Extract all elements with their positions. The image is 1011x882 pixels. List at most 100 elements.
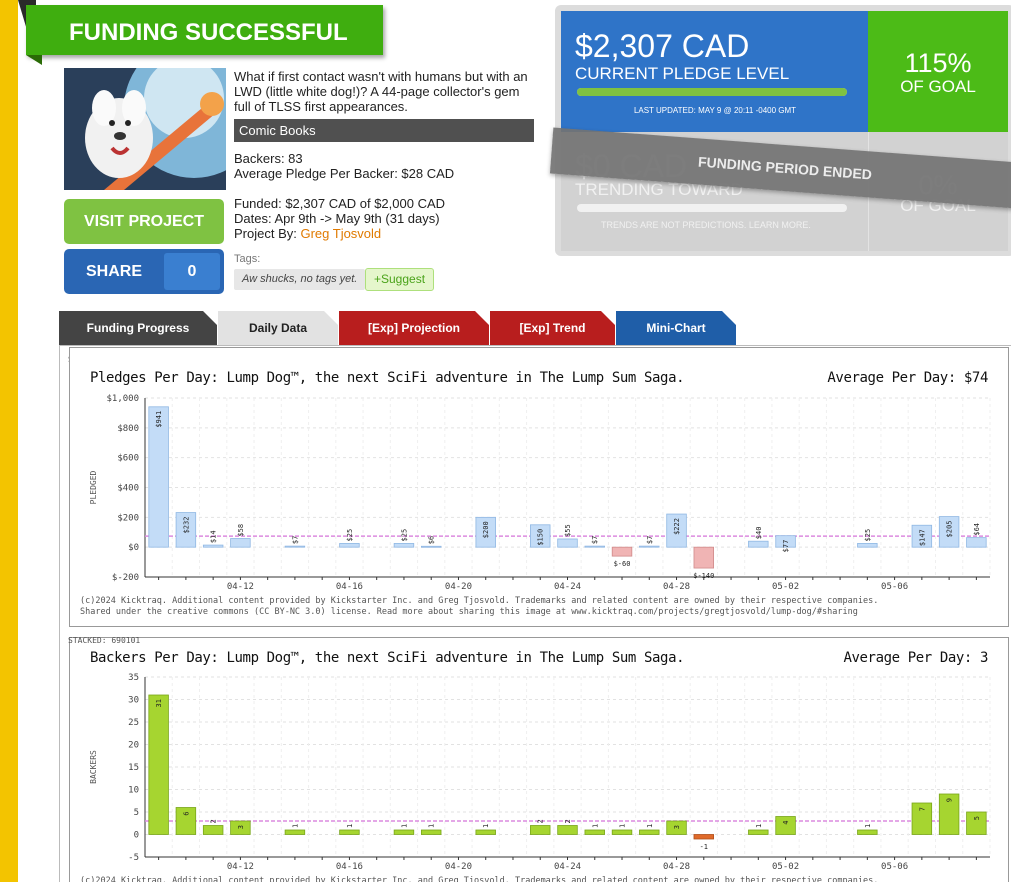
bar (475, 829, 496, 835)
bar-value-label: $200 (482, 521, 490, 538)
chart-copyright: (c)2024 Kicktraq. Additional content pro… (80, 876, 878, 882)
x-tick-label: 05-06 (881, 862, 908, 872)
bar-value-label: 1 (428, 824, 436, 828)
bar-value-label: 1 (591, 824, 599, 828)
bar-value-label: $150 (537, 529, 545, 546)
bar-value-label: 2 (564, 819, 572, 823)
bar-value-label: 3 (673, 825, 681, 829)
category-label[interactable]: Comic Books (234, 119, 534, 142)
bar (938, 516, 960, 548)
bar-value-label: 1 (482, 824, 490, 828)
bar (966, 811, 987, 835)
tab-panel (59, 346, 1011, 882)
bar-value-label: 2 (210, 819, 218, 823)
average-label: Average Per Day: (843, 650, 972, 666)
tab-daily-data[interactable]: Daily Data (218, 311, 338, 346)
bar-value-label: $14 (210, 530, 218, 543)
y-axis-label: PLEDGED (89, 470, 98, 504)
bar (230, 820, 251, 835)
chart-title: Pledges Per Day: Lump Dog™, the next Sci… (90, 370, 685, 386)
project-by: Project By: Greg Tjosvold (234, 226, 381, 241)
x-tick-label: 05-06 (881, 582, 908, 592)
bar (911, 524, 933, 548)
bar-value-label: 3 (237, 825, 245, 829)
bar-value-label: 1 (400, 824, 408, 828)
bar-value-label: $205 (946, 521, 954, 538)
bar-value-label: 2 (537, 819, 545, 823)
y-tick-label: 5 (134, 808, 139, 818)
bar (693, 546, 715, 569)
pledges-chart-svg: PLEDGED $1,000 $800 $600 $400 $200 $0 $-200 $941… (89, 394, 991, 592)
bar-value-label: 31 (155, 699, 163, 707)
pledge-progress-fill (577, 88, 847, 96)
bar (284, 545, 306, 548)
goal-percent: 115% (904, 48, 972, 78)
chart-average: Average Per Day: $74 (827, 370, 988, 386)
bar-value-label: $941 (155, 411, 163, 428)
bar-value-label: 1 (291, 824, 299, 828)
y-tick-label: $600 (117, 454, 139, 464)
pledge-amount: $2,307 CAD (575, 28, 750, 64)
y-tick-label: $1,000 (106, 394, 139, 404)
average-pledge: Average Pledge Per Backer: $28 CAD (234, 166, 455, 181)
bar (202, 825, 224, 835)
y-tick-label: 35 (128, 673, 139, 683)
chart-title: Backers Per Day: Lump Dog™, the next Sci… (90, 650, 685, 666)
visit-project-button[interactable]: VISIT PROJECT (64, 199, 224, 244)
copyright-line-1: (c)2024 Kicktraq. Additional content pro… (80, 596, 879, 606)
bar-value-label: $55 (564, 524, 572, 537)
bar (775, 535, 796, 548)
average-value: $74 (963, 370, 988, 386)
project-thumbnail[interactable] (64, 68, 226, 190)
creator-link[interactable]: Greg Tjosvold (300, 226, 382, 241)
bar (284, 829, 306, 835)
bar (557, 538, 578, 548)
share-button[interactable]: SHARE 0 (64, 249, 224, 294)
bar-value-label: 7 (918, 807, 926, 811)
y-tick-label: $-200 (112, 573, 139, 583)
bar-value-label: $7 (291, 536, 299, 544)
bar (339, 543, 360, 548)
average-label: Average Per Day: (827, 370, 956, 386)
bar-value-label: 5 (973, 816, 981, 820)
bar-value-label: $-60 (614, 560, 631, 568)
tab-trend[interactable]: [Exp] Trend (490, 311, 615, 346)
copyright-line-1: (c)2024 Kicktraq. Additional content pro… (80, 876, 879, 882)
bar (420, 829, 442, 835)
y-tick-label: -5 (128, 853, 139, 863)
y-tick-label: 15 (128, 763, 139, 773)
tab-mini-chart[interactable]: Mini-Chart (616, 311, 736, 346)
bar (230, 538, 251, 548)
bar-value-label: 6 (182, 812, 190, 816)
y-axis-label: BACKERS (89, 750, 98, 784)
bar-value-label: 1 (619, 824, 627, 828)
pledge-summary: $2,307 CAD CURRENT PLEDGE LEVEL LAST UPD… (555, 5, 1011, 256)
trend-progress-bar (577, 204, 847, 212)
suggest-tag-button[interactable]: +Suggest (365, 268, 435, 291)
bar (420, 545, 442, 548)
tab-projection[interactable]: [Exp] Projection (339, 311, 489, 346)
bar (966, 537, 987, 548)
tab-funding-progress[interactable]: Funding Progress (59, 311, 217, 346)
bar-value-label: $6 (428, 536, 436, 544)
bar-value-label: $147 (918, 529, 926, 546)
no-tags-placeholder: Aw shucks, no tags yet. (234, 269, 366, 290)
bar (175, 512, 197, 548)
project-image (64, 68, 226, 190)
bar-value-label: 1 (646, 824, 654, 828)
bar-value-label: $232 (182, 517, 190, 534)
status-banner: FUNDING SUCCESSFUL (26, 5, 383, 55)
bar (666, 820, 687, 835)
bar-value-label: 1 (864, 824, 872, 828)
funded-amount: Funded: $2,307 CAD of $2,000 CAD (234, 196, 446, 211)
chart2-stacked-label: STACKED: 690101 (68, 636, 141, 645)
chart-copyright: (c)2024 Kicktraq. Additional content pro… (80, 596, 878, 618)
bar (748, 540, 769, 548)
chart-average: Average Per Day: 3 (843, 650, 988, 666)
x-tick-label: 04-20 (445, 582, 472, 592)
x-tick-label: 04-12 (227, 582, 254, 592)
x-tick-label: 04-16 (336, 582, 363, 592)
bar (748, 829, 769, 835)
bar-value-label: 9 (946, 798, 954, 802)
